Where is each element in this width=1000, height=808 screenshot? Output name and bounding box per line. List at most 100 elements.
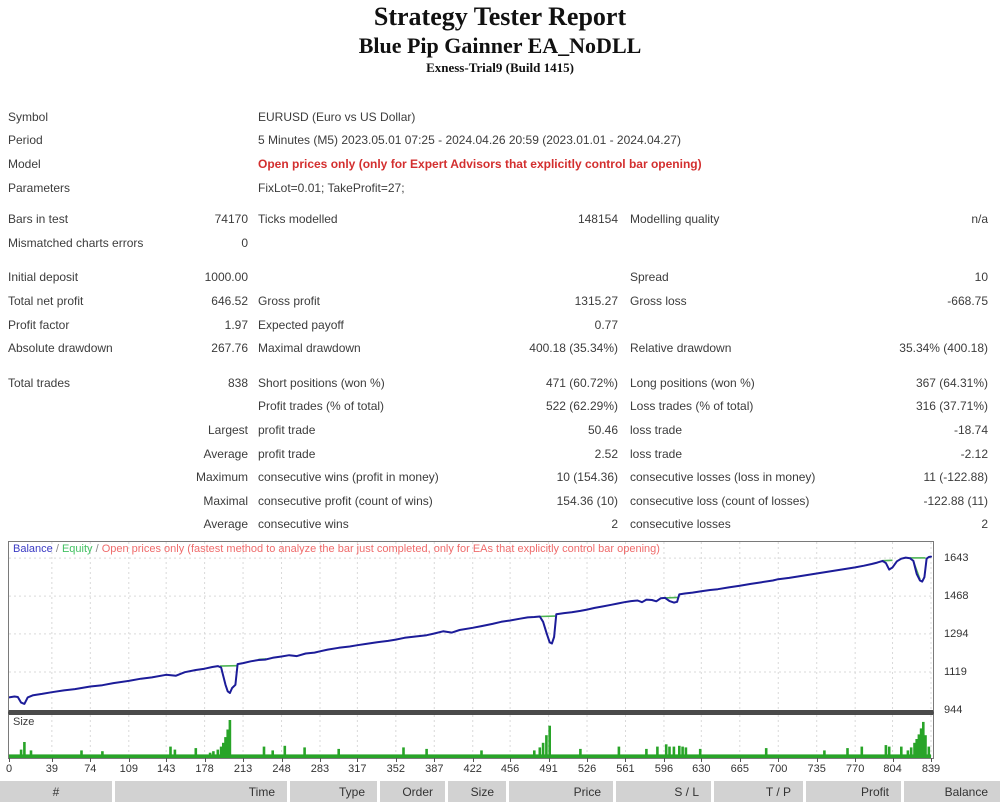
stats-row: Maximal consecutive profit (count of wins… xyxy=(0,489,1000,513)
stats-label: consecutive losses (loss in money) xyxy=(630,470,816,485)
stats-label: Initial deposit xyxy=(8,270,79,285)
x-axis-tick-label: 352 xyxy=(386,763,405,775)
x-axis-tick xyxy=(9,758,10,762)
x-axis-tick xyxy=(778,758,780,762)
x-axis-tick-label: 39 xyxy=(45,763,58,775)
stats-value: 522 (62.29%) xyxy=(545,399,618,414)
stats-label: Absolute drawdown xyxy=(8,341,113,356)
x-axis-tick xyxy=(739,758,741,762)
info-label: Parameters xyxy=(8,180,71,195)
stats-label: loss trade xyxy=(630,446,683,461)
y-axis-tick-label: 1643 xyxy=(944,552,969,565)
stats-value: 74170 xyxy=(214,212,248,227)
ea-name: Blue Pip Gainner EA_NoDLL xyxy=(358,33,642,58)
x-axis-tick-label: 422 xyxy=(463,763,482,775)
stats-value: 50.46 xyxy=(587,422,618,437)
x-axis-tick xyxy=(625,758,627,762)
stats-label: Gross profit xyxy=(258,293,321,308)
stats-value: 35.34% (400.18) xyxy=(899,341,988,356)
x-axis-tick-label: 74 xyxy=(84,763,97,775)
x-axis-tick xyxy=(472,758,474,762)
stats-value: 0.77 xyxy=(594,317,618,332)
column-header-: # xyxy=(0,781,112,802)
report-header: Strategy Tester Report Blue Pip Gainner … xyxy=(0,1,1000,77)
stats-value: 11 (-122.88) xyxy=(923,470,988,485)
stats-value: 646.52 xyxy=(211,293,248,308)
x-axis-tick-label: 317 xyxy=(348,763,367,775)
stats-label: Spread xyxy=(630,270,669,285)
stats-row: Average profit trade 2.52 loss trade -2.12 xyxy=(0,442,1000,466)
x-axis-tick xyxy=(204,758,206,762)
stats-value: 316 (37.71%) xyxy=(915,399,988,414)
stats-row: Maximum consecutive wins (profit in money… xyxy=(0,465,1000,489)
x-axis-tick xyxy=(128,758,130,762)
stats-value: 1315.27 xyxy=(574,293,618,308)
column-header-tp: T / P xyxy=(714,781,803,802)
stats-label: Loss trades (% of total) xyxy=(630,399,754,414)
x-axis-tick xyxy=(701,758,703,762)
x-axis-tick-label: 665 xyxy=(730,763,749,775)
stats-row: Average consecutive wins 2 consecutive loss… xyxy=(0,513,1000,537)
stats-value: 10 (154.36) xyxy=(556,470,618,485)
x-axis-tick xyxy=(548,758,550,762)
stats-label: consecutive loss (count of losses) xyxy=(630,493,810,508)
stats-value: 2 xyxy=(611,517,618,532)
stats-row: Bars in test 74170 Ticks modelled 148154 Mod… xyxy=(0,207,1000,231)
stats-value: Average xyxy=(203,517,248,532)
x-axis-tick xyxy=(357,758,359,762)
stats-label: Gross loss xyxy=(630,293,687,308)
stats-value: -18.74 xyxy=(953,422,988,437)
legend-balance-label: Balance xyxy=(13,543,53,555)
x-axis-tick xyxy=(931,758,932,762)
stats-label: Short positions (won %) xyxy=(258,375,385,390)
chart-legend: Balance / Equity / Open prices only (fas… xyxy=(13,543,660,555)
stats-value: 471 (60.72%) xyxy=(545,375,618,390)
legend-separator: / xyxy=(52,543,62,555)
x-axis-tick-label: 0 xyxy=(6,763,13,775)
stats-label: Ticks modelled xyxy=(258,212,338,227)
column-header-type: Type xyxy=(290,781,377,802)
stats-label: profit trade xyxy=(258,422,316,437)
stats-value: 0 xyxy=(241,235,248,250)
info-row: Model Open prices only (only for Expert A… xyxy=(0,152,1000,176)
stats-value: Maximum xyxy=(195,470,248,485)
stats-row: Total net profit 646.52 Gross profit 1315.2… xyxy=(0,289,1000,313)
x-axis-tick-label: 109 xyxy=(119,763,138,775)
stats-value: Largest xyxy=(207,422,248,437)
size-histogram-panel: Size xyxy=(8,713,934,759)
stats-label: Profit factor xyxy=(8,317,70,332)
stats-value: 367 (64.31%) xyxy=(915,375,988,390)
stats-label: consecutive losses xyxy=(630,517,731,532)
stats-value: 2 xyxy=(981,517,988,532)
x-axis-tick-label: 387 xyxy=(425,763,444,775)
x-axis-tick xyxy=(166,758,168,762)
legend-equity-label: Equity xyxy=(61,543,93,555)
x-axis-tick-label: 178 xyxy=(195,763,214,775)
info-value: 5 Minutes (M5) 2023.05.01 07:25 - 2024.0… xyxy=(258,133,681,148)
stats-row: Absolute drawdown 267.76 Maximal drawdown 4… xyxy=(0,336,1000,360)
column-header-size: Size xyxy=(448,781,506,802)
stats-label: Long positions (won %) xyxy=(630,375,755,390)
stats-table: Symbol EURUSD (Euro vs US Dollar) Period 5 … xyxy=(0,105,1000,536)
stats-row: Profit trades (% of total) 522 (62.29%) Lo… xyxy=(0,395,1000,419)
x-axis-tick-label: 561 xyxy=(616,763,635,775)
info-value: EURUSD (Euro vs US Dollar) xyxy=(258,109,416,124)
x-axis-tick xyxy=(319,758,321,762)
stats-label: Expected payoff xyxy=(258,317,344,332)
balance-chart-panel: Balance / Equity / Open prices only (fas… xyxy=(8,541,934,713)
stats-value: 1000.00 xyxy=(204,270,248,285)
info-value: FixLot=0.01; TakeProfit=27; xyxy=(258,180,405,195)
x-axis-tick xyxy=(395,758,397,762)
server-build: Exness-Trial9 (Build 1415) xyxy=(426,60,574,75)
stats-row: Largest profit trade 50.46 loss trade -18.74 xyxy=(0,418,1000,442)
legend-model-note: Open prices only (fastest method to anal… xyxy=(101,543,660,555)
stats-label: consecutive wins (profit in money) xyxy=(258,470,439,485)
stats-value: Average xyxy=(203,446,248,461)
stats-value: 148154 xyxy=(577,212,618,227)
column-header-sl: S / L xyxy=(616,781,711,802)
x-axis-tick-label: 770 xyxy=(845,763,865,775)
column-header-price: Price xyxy=(509,781,613,802)
stats-row: Total trades 838 Short positions (won %) 47… xyxy=(0,371,1000,395)
x-axis-tick xyxy=(434,758,436,762)
